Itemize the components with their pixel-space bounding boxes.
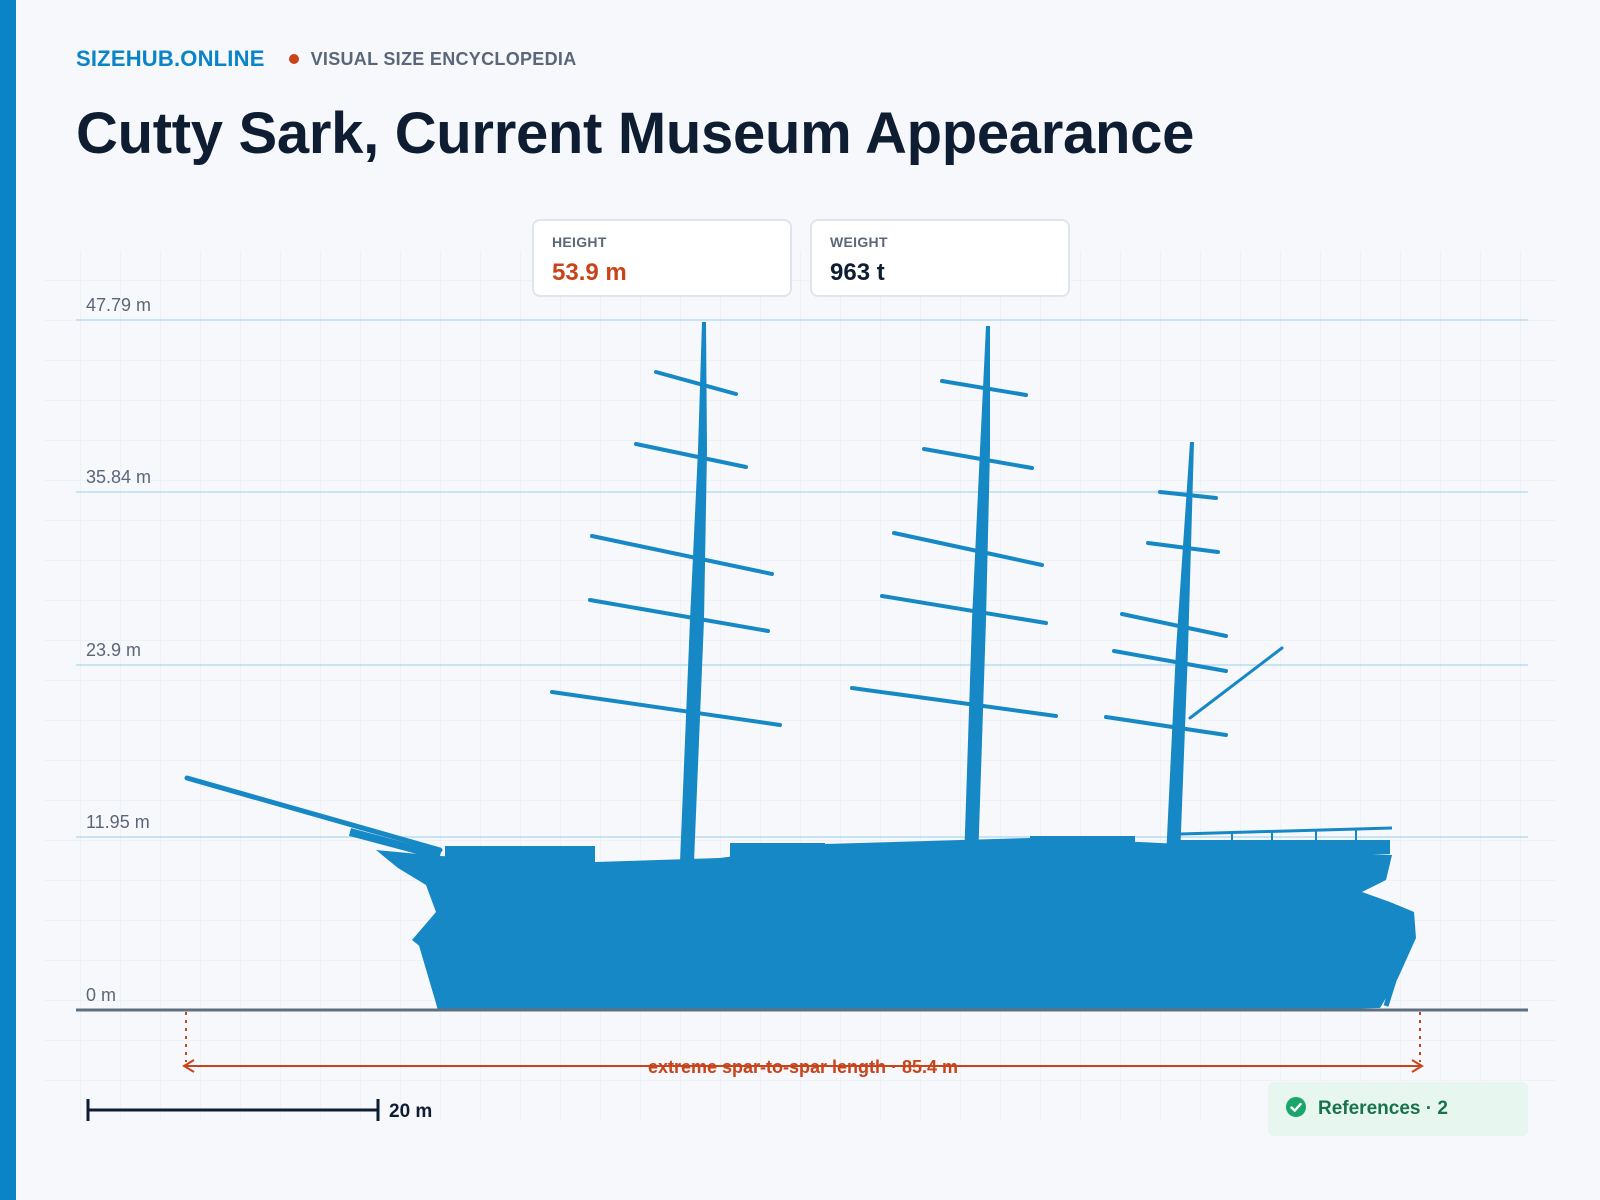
height-reference-lines <box>76 319 1528 838</box>
tagline: VISUAL SIZE ENCYCLOPEDIA <box>310 48 577 69</box>
height-stat-card: HEIGHT 53.9 m <box>532 219 792 297</box>
scale-bar-label: 20 m <box>389 1101 432 1122</box>
tick-label-4: 0 m <box>86 985 116 1005</box>
references-label: References · 2 <box>1318 1098 1448 1119</box>
weight-stat-label: WEIGHT <box>830 234 888 250</box>
separator-dot <box>288 54 299 64</box>
weight-stat-value: 963 t <box>830 259 885 286</box>
accent-bar <box>0 0 16 1200</box>
page-title: Cutty Sark, Current Museum Appearance <box>76 101 1195 166</box>
height-stat-value: 53.9 m <box>552 259 627 286</box>
brand-link[interactable]: SIZEHUB.ONLINE <box>76 46 265 71</box>
references-button[interactable]: References · 2 <box>1268 1082 1528 1136</box>
scale-bar <box>86 1099 380 1121</box>
length-label: extreme spar-to-spar length · 85.4 m <box>648 1057 958 1077</box>
length-dimension <box>182 1012 1424 1073</box>
ship-silhouette <box>184 322 1416 1010</box>
tick-label-0: 47.79 m <box>86 295 151 315</box>
check-circle-icon <box>1286 1096 1306 1122</box>
weight-stat-card: WEIGHT 963 t <box>810 219 1070 297</box>
tick-label-3: 11.95 m <box>86 812 150 832</box>
header: SIZEHUB.ONLINE VISUAL SIZE ENCYCLOPEDIA <box>76 46 577 72</box>
tick-label-2: 23.9 m <box>86 640 141 660</box>
height-tick-labels: 47.79 m 35.84 m 23.9 m 11.95 m 0 m <box>86 295 151 1005</box>
height-stat-label: HEIGHT <box>552 234 607 250</box>
tick-label-1: 35.84 m <box>86 467 151 487</box>
